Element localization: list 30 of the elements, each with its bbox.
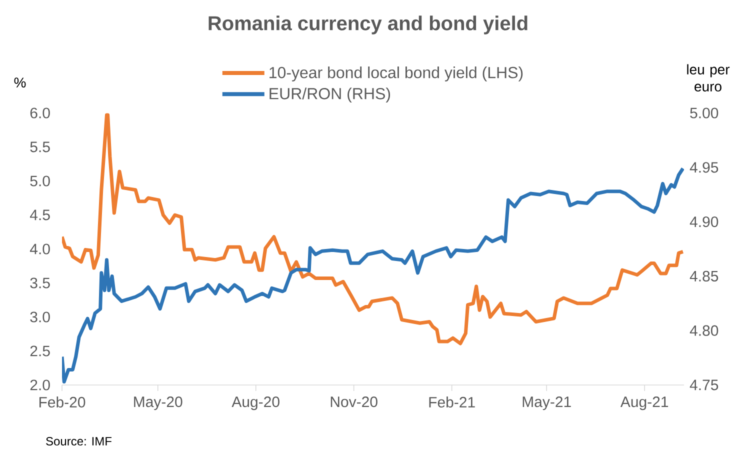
y2-tick-label: 4.75 bbox=[690, 380, 718, 390]
y-tick-label: 5.0 bbox=[30, 176, 50, 186]
x-tick-label: May-20 bbox=[134, 396, 182, 410]
x-tick-label: May-21 bbox=[522, 396, 571, 410]
x-tick-label: Feb-21 bbox=[429, 396, 475, 408]
x-tick-label: Feb-20 bbox=[39, 396, 86, 408]
y2-tick-label: 4.90 bbox=[690, 216, 718, 228]
y-tick-label: 2.0 bbox=[30, 380, 50, 390]
y-tick-label: 6.0 bbox=[30, 108, 50, 118]
y2-tick-label: 5.00 bbox=[690, 108, 718, 118]
y-tick-label: 3.5 bbox=[30, 278, 50, 288]
chart-title: Romania currency and bond yield bbox=[208, 16, 528, 34]
y-tick-label: 5.5 bbox=[30, 142, 50, 152]
legend-label: EUR/RON (RHS) bbox=[270, 88, 390, 102]
y-tick-label: 4.0 bbox=[30, 244, 50, 254]
x-tick-label: Aug-20 bbox=[232, 396, 280, 410]
x-tick-label: Nov-20 bbox=[330, 396, 378, 408]
y-tick-label: 2.5 bbox=[30, 346, 50, 356]
legend-label: 10-year bond local bond yield (LHS) bbox=[270, 66, 523, 82]
y2-tick-label: 4.85 bbox=[690, 270, 718, 282]
line-series bbox=[62, 166, 684, 384]
source-note: Source: IMF bbox=[46, 436, 112, 446]
y2-tick-label: 4.80 bbox=[690, 325, 718, 336]
x-tick-label: Aug-21 bbox=[620, 396, 668, 410]
y2-axis-title: leu per euro bbox=[687, 64, 730, 92]
y-tick-label: 4.5 bbox=[30, 210, 50, 220]
line-series bbox=[62, 113, 684, 346]
y2-tick-label: 4.95 bbox=[690, 162, 718, 173]
y-tick-label: 3.0 bbox=[30, 312, 50, 322]
y-axis-title: % bbox=[14, 78, 26, 88]
